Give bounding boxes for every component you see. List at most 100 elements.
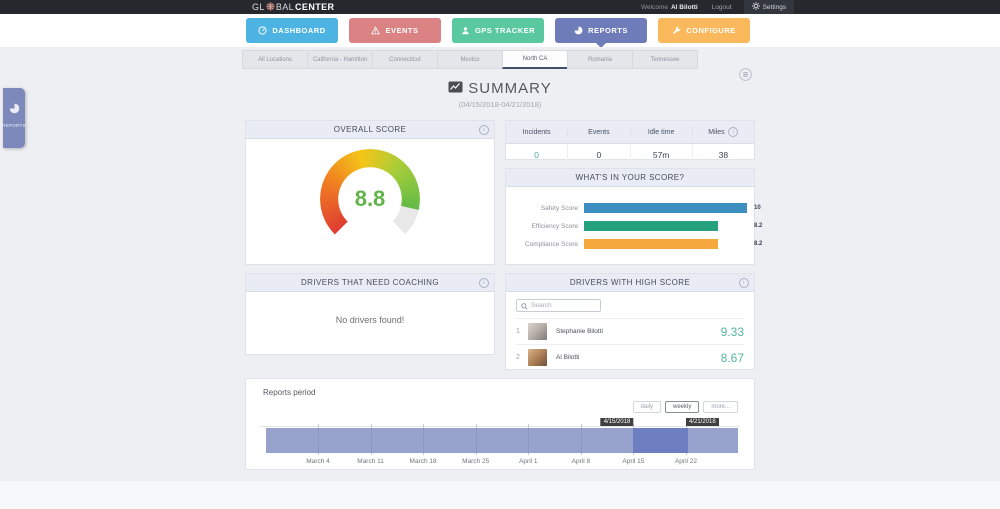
period-buttons: daily weekly more...: [632, 401, 738, 413]
driver-rank: 2: [516, 354, 520, 361]
tab-romania[interactable]: Romania: [567, 50, 633, 69]
stats-header-row: Incidents Events Idle time Miles i: [506, 121, 754, 144]
driver-search-box: [516, 299, 601, 312]
nav-buttons: DASHBOARD EVENTS GPS TRACKER REPORTS CONFIGU…: [246, 18, 750, 48]
stats-value-row: 0 0 57m 38: [506, 144, 754, 166]
timeline-x-label: April 22: [674, 458, 698, 465]
summary-date-range: (04/15/2018-04/21/2018): [458, 100, 542, 109]
bar-value: 10: [754, 205, 761, 211]
nav-button-events[interactable]: EVENTS: [349, 18, 441, 43]
score-breakdown-header: WHAT'S IN YOUR SCORE?: [506, 169, 754, 187]
summary-heading: SUMMARY (04/15/2018-04/21/2018): [0, 80, 1000, 109]
driver-name: Stephanie Bilotti: [556, 328, 603, 335]
driver-search-input[interactable]: [531, 302, 596, 309]
high-score-body: 1 Stephanie Bilotti 9.33 2 Al Bilotti 8.67: [506, 292, 754, 370]
export-menu-icon[interactable]: [739, 68, 752, 86]
tab-california-hamilton[interactable]: California - Hamilton: [307, 50, 373, 69]
wrench-icon: [672, 26, 681, 35]
stat-header-idle-time: Idle time: [629, 128, 692, 136]
person-icon: [461, 26, 470, 35]
pie-icon: [574, 26, 583, 35]
nav-button-gps-tracker[interactable]: GPS TRACKER: [452, 18, 544, 43]
logo-mid: BAL: [275, 2, 295, 12]
period-button-more[interactable]: more...: [703, 401, 738, 413]
gear-icon: [751, 2, 760, 12]
bar-label: Compliance Score: [524, 240, 578, 248]
pie-icon: [9, 101, 20, 119]
tab-north-ca[interactable]: North CA: [502, 50, 568, 69]
stat-value-idle-time: 57m: [629, 144, 692, 166]
timeline-axis: [260, 426, 740, 427]
nav-button-label: EVENTS: [385, 26, 419, 35]
timeline-x-label: March 4: [306, 458, 330, 465]
driver-avatar: [528, 349, 547, 366]
nav-button-label: CONFIGURE: [686, 26, 736, 35]
coaching-header: DRIVERS THAT NEED COACHING i: [246, 274, 494, 292]
period-button-daily[interactable]: daily: [632, 401, 661, 413]
bar-fill: [584, 203, 747, 213]
nav-button-reports[interactable]: REPORTS: [555, 18, 647, 48]
nav-button-label: REPORTS: [588, 26, 628, 35]
logo-pre: GL: [252, 2, 265, 12]
sidebar-reports-flap[interactable]: REPORTS: [2, 88, 26, 148]
nav-strip: DASHBOARD EVENTS GPS TRACKER REPORTS CONFIGU…: [0, 14, 1000, 48]
bar-track: [584, 221, 747, 231]
timeline-x-label: April 8: [571, 458, 591, 465]
stat-header-events: Events: [567, 128, 629, 136]
tab-mexico[interactable]: Mexico: [437, 50, 503, 69]
active-caret-icon: [596, 43, 606, 48]
driver-name: Al Bilotti: [556, 354, 580, 361]
dashboard-icon: [258, 26, 267, 35]
driver-score: 9.33: [720, 324, 744, 339]
timeline-tooltip: 4/21/2018: [686, 418, 719, 426]
gauge-arc: [320, 149, 420, 249]
reports-period-panel: Reports period daily weekly more... 4/15/2…: [245, 378, 755, 470]
content-area: All Locations California - Hamilton Connec…: [0, 47, 1000, 481]
nav-button-dashboard[interactable]: DASHBOARD: [246, 18, 338, 43]
score-breakdown-panel: WHAT'S IN YOUR SCORE? Safety Score 10 Effi…: [505, 168, 762, 265]
tab-connecticut[interactable]: Connecticut: [372, 50, 438, 69]
coaching-empty-message: No drivers found!: [335, 314, 405, 325]
driver-rank: 1: [516, 328, 520, 335]
info-icon[interactable]: i: [728, 127, 739, 137]
search-icon: [521, 297, 528, 315]
nav-button-label: GPS TRACKER: [474, 26, 536, 35]
driver-score: 8.67: [720, 350, 744, 365]
info-icon[interactable]: i: [479, 278, 489, 288]
bar-label: Safety Score: [540, 204, 578, 212]
driver-row-al-bilotti[interactable]: 2 Al Bilotti 8.67: [516, 344, 744, 370]
bar-track: [584, 239, 747, 249]
warning-icon: [371, 26, 381, 35]
tab-all-locations[interactable]: All Locations: [242, 50, 308, 69]
location-tabs: All Locations California - Hamilton Connec…: [242, 50, 698, 69]
timeline-x-label: March 18: [409, 458, 437, 465]
settings-button[interactable]: Settings: [743, 0, 795, 14]
user-name[interactable]: Al Bilotti: [670, 3, 698, 11]
info-icon[interactable]: i: [739, 278, 749, 288]
score-bar-row-safety-score: Safety Score 10: [518, 199, 761, 217]
score-bars: Safety Score 10 Efficiency Score 8.2 Complia…: [506, 187, 762, 253]
logo-bold: CENTER: [295, 2, 335, 12]
reports-period-title: Reports period: [263, 388, 316, 397]
info-icon[interactable]: i: [479, 125, 489, 135]
nav-button-configure[interactable]: CONFIGURE: [658, 18, 750, 43]
period-button-weekly[interactable]: weekly: [664, 401, 700, 413]
timeline-tooltip: 4/15/2018: [600, 418, 634, 426]
overall-score-panel: OVERALL SCORE i 8.8: [245, 120, 495, 265]
bar-value: 8.2: [754, 241, 763, 247]
timeline-x-label: April 1: [519, 458, 538, 465]
driver-row-stephanie-bilotti[interactable]: 1 Stephanie Bilotti 9.33: [516, 318, 744, 344]
stat-value-miles: 38: [691, 144, 754, 166]
coaching-panel: DRIVERS THAT NEED COACHING i No drivers …: [245, 273, 495, 355]
tab-tennessee[interactable]: Tennessee: [632, 50, 698, 69]
timeline-x-label: March 11: [357, 458, 384, 465]
score-bar-row-compliance-score: Compliance Score 8.2: [518, 235, 762, 253]
timeline-selection[interactable]: [633, 428, 688, 453]
gauge-value: 8.8: [354, 186, 386, 211]
logout-link[interactable]: Logout: [711, 3, 732, 11]
summary-title-text: SUMMARY: [468, 80, 552, 97]
logo[interactable]: GL BAL CENTER: [252, 0, 334, 14]
stat-header-incidents: Incidents: [522, 128, 551, 136]
high-score-title: DRIVERS WITH HIGH SCORE: [569, 278, 691, 287]
bar-value: 8.2: [754, 223, 763, 229]
